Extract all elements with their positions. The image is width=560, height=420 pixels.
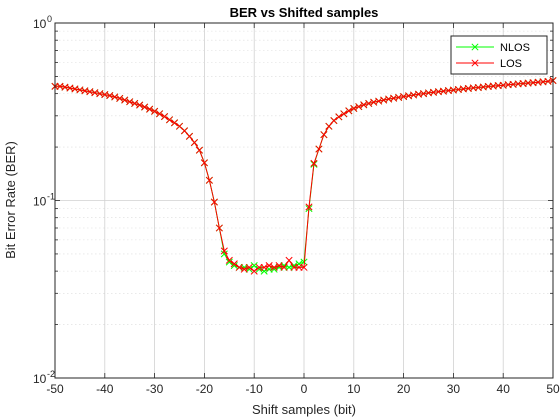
x-tick-label: 40 (497, 382, 511, 396)
data-point-nlos (225, 258, 233, 266)
data-point-los (260, 263, 268, 271)
data-point-los (305, 203, 313, 211)
data-point-nlos (250, 262, 258, 270)
data-point-los (195, 146, 203, 154)
data-point-los (335, 113, 343, 121)
data-point-los (310, 159, 318, 167)
data-point-los (215, 224, 223, 232)
data-point-los (355, 103, 363, 111)
data-point-los (285, 256, 293, 264)
data-point-los (205, 176, 213, 184)
data-point-nlos (285, 263, 293, 271)
data-point-los (345, 107, 353, 115)
data-point-los (350, 104, 358, 113)
data-point-los (225, 256, 233, 264)
x-tick-label: 0 (301, 382, 308, 396)
x-tick-label: 10 (347, 382, 361, 396)
axis-ticks: 10-210-110 0-50 -40 -30 -20 -10 0 10 20 30 40 50 (33, 14, 560, 396)
x-axis-label: Shift samples (bit) (252, 402, 356, 417)
legend-marker-nlos (471, 43, 479, 51)
x-tick-label: -30 (146, 382, 164, 396)
plot-series (51, 76, 557, 275)
data-point-los (290, 263, 298, 271)
legend: NLOS LOS (450, 35, 548, 75)
data-point-nlos (240, 263, 248, 271)
x-tick-label: -50 (46, 382, 64, 396)
chart-title: BER vs Shifted samples (230, 5, 379, 20)
data-point-los (185, 132, 194, 140)
data-point-los (151, 107, 159, 115)
x-tick-label: -20 (196, 382, 214, 396)
y-tick-label-exponent: 0 (47, 14, 52, 24)
data-point-nlos (245, 265, 253, 273)
data-point-los (320, 131, 328, 139)
x-tick-label: 30 (447, 382, 461, 396)
data-point-los (200, 159, 208, 167)
data-point-los (116, 94, 124, 102)
data-point-nlos (275, 263, 283, 271)
legend-marker-los (471, 59, 479, 67)
y-tick-label-exponent: -2 (47, 369, 55, 379)
y-tick-label: 10 (33, 17, 47, 31)
data-point-los (295, 263, 303, 271)
data-point-los (315, 145, 323, 153)
data-point-los (265, 262, 273, 270)
y-tick-label: 10 (33, 195, 47, 209)
data-point-los (126, 98, 134, 106)
x-tick-label: 50 (546, 382, 560, 396)
y-tick-label-exponent: -1 (47, 192, 55, 202)
data-point-los (275, 262, 283, 270)
data-point-los (161, 113, 169, 121)
data-point-los (190, 139, 198, 147)
data-point-los (230, 260, 238, 268)
x-tick-label: -10 (246, 382, 264, 396)
data-point-los (111, 93, 119, 101)
data-point-los (121, 96, 129, 104)
data-point-los (131, 99, 139, 108)
data-point-los (250, 267, 258, 275)
data-point-los (165, 116, 174, 124)
data-point-los (330, 117, 338, 125)
legend-label-nlos: NLOS (500, 42, 530, 54)
data-point-los (210, 198, 218, 206)
legend-entry-los: LOS (456, 58, 522, 70)
data-point-los (141, 103, 149, 111)
legend-label-los: LOS (500, 58, 522, 70)
data-point-los (280, 263, 288, 271)
data-point-nlos (220, 250, 228, 258)
data-point-los (270, 263, 278, 271)
data-point-los (300, 263, 308, 271)
legend-entry-nlos: NLOS (456, 42, 530, 54)
x-tick-label: 20 (397, 382, 411, 396)
data-point-los (220, 247, 228, 255)
y-tick-label: 10 (33, 372, 47, 386)
legend-box (450, 35, 548, 75)
series-los (51, 76, 557, 275)
data-point-los (136, 101, 144, 109)
data-point-los (255, 263, 263, 271)
data-point-los (245, 263, 253, 271)
y-axis-label: Bit Error Rate (BER) (3, 141, 18, 259)
data-point-los (340, 110, 348, 118)
x-tick-label: -40 (96, 382, 114, 396)
data-point-los (156, 110, 164, 118)
data-point-los (170, 119, 179, 127)
data-point-los (235, 263, 243, 271)
data-point-los (146, 105, 154, 113)
data-point-los (240, 265, 248, 273)
